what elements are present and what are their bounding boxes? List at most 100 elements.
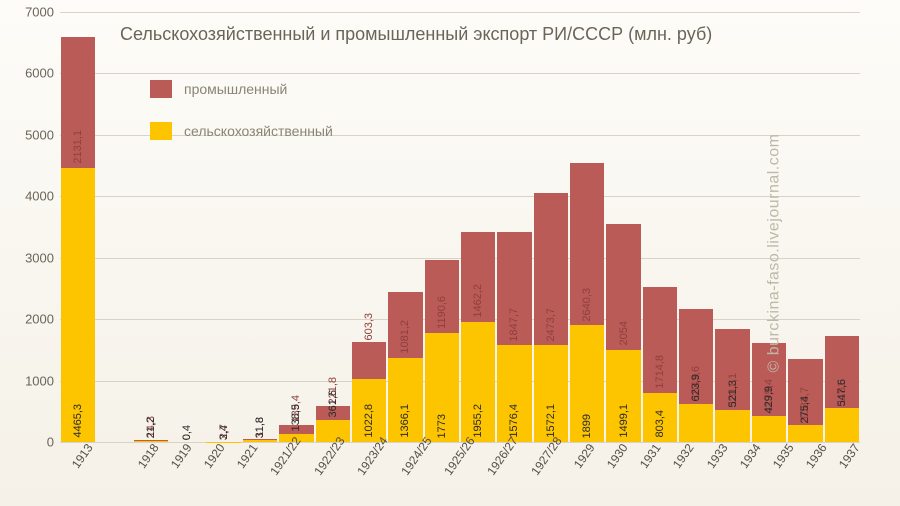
bar-value-agricultural: 0,4 — [181, 425, 193, 440]
bar-group: 1081,2 1366,1 — [388, 292, 422, 442]
y-tick-label: 3000 — [10, 250, 54, 265]
bar-segment-industrial: 2473,7 — [534, 193, 568, 345]
bar-segment-agricultural: 4465,3 — [61, 168, 95, 442]
bar-segment-industrial: 1543,6 — [679, 309, 713, 404]
x-tick-label: 1930 — [602, 438, 632, 473]
bar-value-industrial: 1083,7 — [799, 387, 811, 421]
bar-group: 1714,8 803,4 — [643, 287, 677, 442]
bar-group: 603,3 1022,8 — [352, 342, 386, 442]
legend-swatch-agricultural — [150, 122, 172, 140]
bar-value-agricultural: 31,8 — [254, 417, 266, 438]
legend-label-industrial: промышленный — [184, 81, 287, 97]
bar-segment-agricultural: 547,6 — [825, 408, 859, 442]
x-tick-label: 1937 — [834, 438, 864, 473]
bar-group: 1847,7 1576,4 — [497, 232, 531, 442]
bar-value-industrial: 1179,4 — [763, 379, 775, 412]
legend-item-agricultural: сельскохозяйственный — [150, 122, 333, 140]
bar-value-agricultural: 803,4 — [654, 410, 666, 438]
bar-segment-industrial: 1181 — [825, 336, 859, 409]
bar-value-agricultural: 4465,3 — [72, 404, 84, 438]
bar-value-industrial: 11,8 — [254, 417, 266, 438]
bar-group: 1462,2 1955,2 — [461, 232, 495, 442]
x-tick-label: 1931 — [635, 438, 665, 473]
bar-value-industrial: 603,3 — [363, 313, 375, 341]
x-tick-label: 1921 — [232, 438, 262, 473]
bar-segment-industrial: 2131,1 — [61, 37, 95, 168]
y-tick-label: 6000 — [10, 66, 54, 81]
bar-value-agricultural: 3,4 — [218, 425, 230, 440]
bar-segment-agricultural: 1773 — [425, 333, 459, 442]
bar-segment-agricultural: 1899 — [570, 325, 604, 442]
y-tick-label: 1000 — [10, 373, 54, 388]
bar-segment-agricultural: 275,4 — [788, 425, 822, 442]
x-tick-label: 1919 — [166, 438, 196, 473]
bar-value-industrial: 2,7 — [218, 424, 230, 439]
bar-segment-agricultural: 623,9 — [679, 404, 713, 442]
y-tick-label: 5000 — [10, 127, 54, 142]
x-tick-label: 1913 — [67, 438, 97, 473]
bar-segment-agricultural: 1955,2 — [461, 322, 495, 442]
bar-value-industrial: 14,3 — [145, 416, 157, 437]
bar-value-industrial: 1311,1 — [727, 373, 739, 406]
bar-value-agricultural: 1572,1 — [545, 404, 557, 438]
y-tick-label: 4000 — [10, 189, 54, 204]
bar-segment-industrial: 2054 — [606, 224, 640, 350]
bar-value-industrial: 1081,2 — [399, 320, 411, 354]
y-tick-label: 2000 — [10, 312, 54, 327]
bar-value-industrial: 2131,1 — [72, 130, 84, 164]
bar-value-agricultural: 1773 — [436, 414, 448, 438]
bar-segment-agricultural: 1366,1 — [388, 358, 422, 442]
bar-segment-industrial: 1714,8 — [643, 287, 677, 392]
bar-segment-industrial: 1190,6 — [425, 260, 459, 333]
bar-value-industrial: 2640,3 — [581, 288, 593, 322]
x-tick-label: 1936 — [801, 438, 831, 473]
bar-group: 2131,1 4465,3 — [61, 37, 95, 442]
bar-group: 2473,7 1572,1 — [534, 193, 568, 442]
bars-container: 2131,14465,314,321,200,42,73,411,831,813… — [60, 12, 860, 442]
bar-group: 221,8361,6 — [316, 406, 350, 442]
x-tick-label: 1920 — [199, 438, 229, 473]
bar-group: 1311,1521,3 — [715, 329, 749, 442]
bar-value-agricultural: 1899 — [581, 414, 593, 438]
x-tick-label: 1934 — [735, 438, 765, 473]
bar-segment-industrial: 1083,7 — [788, 359, 822, 426]
bar-segment-industrial: 1462,2 — [461, 232, 495, 322]
x-tick-label — [100, 438, 130, 473]
bar-value-agricultural: 1576,4 — [508, 404, 520, 438]
bar-segment-agricultural: 1022,8 — [352, 379, 386, 442]
chart-title: Сельскохозяйственный и промышленный эксп… — [120, 24, 712, 45]
bar-segment-industrial: 2640,3 — [570, 163, 604, 325]
bar-group: 1190,6 1773 — [425, 260, 459, 442]
bar-value-agricultural: 1499,1 — [618, 404, 630, 438]
bar-value-industrial: 2054 — [618, 321, 630, 345]
bar-value-agricultural: 1022,8 — [363, 404, 375, 438]
legend-swatch-industrial — [150, 80, 172, 98]
bar-segment-agricultural: 1499,1 — [606, 350, 640, 442]
bar-value-agricultural: 1366,1 — [399, 404, 411, 438]
bar-group: 1181 547,6 — [825, 336, 859, 442]
bar-segment-industrial: 221,8 — [316, 406, 350, 420]
bar-value-industrial: 1462,2 — [472, 284, 484, 318]
bar-value-industrial: 1847,7 — [508, 308, 520, 342]
legend-label-agricultural: сельскохозяйственный — [184, 123, 333, 139]
y-tick-label: 7000 — [10, 5, 54, 20]
x-tick-label: 1929 — [569, 438, 599, 473]
bar-value-industrial: 1714,8 — [654, 355, 666, 389]
bar-value-industrial: 1543,6 — [690, 366, 702, 400]
bar-value-industrial: 221,8 — [327, 377, 339, 405]
bar-group: 2054 1499,1 — [606, 224, 640, 442]
bar-segment-industrial: 139,4 — [279, 425, 313, 434]
x-tick-label: 1933 — [702, 438, 732, 473]
bar-value-industrial: 1181 — [836, 381, 848, 405]
bar-value-agricultural: 21,2 — [145, 417, 157, 438]
bar-segment-industrial: 1081,2 — [388, 292, 422, 358]
y-tick-label: 0 — [10, 435, 54, 450]
bar-value-industrial: 2473,7 — [545, 308, 557, 342]
x-axis-labels: 191319181919192019211921/221922/231923/2… — [60, 444, 860, 466]
x-tick-label: 1932 — [668, 438, 698, 473]
x-tick-label: 1918 — [133, 438, 163, 473]
bar-value-industrial: 139,4 — [290, 395, 302, 423]
bar-value-agricultural: 1955,2 — [472, 404, 484, 438]
legend-item-industrial: промышленный — [150, 80, 333, 98]
bar-segment-industrial: 603,3 — [352, 342, 386, 379]
